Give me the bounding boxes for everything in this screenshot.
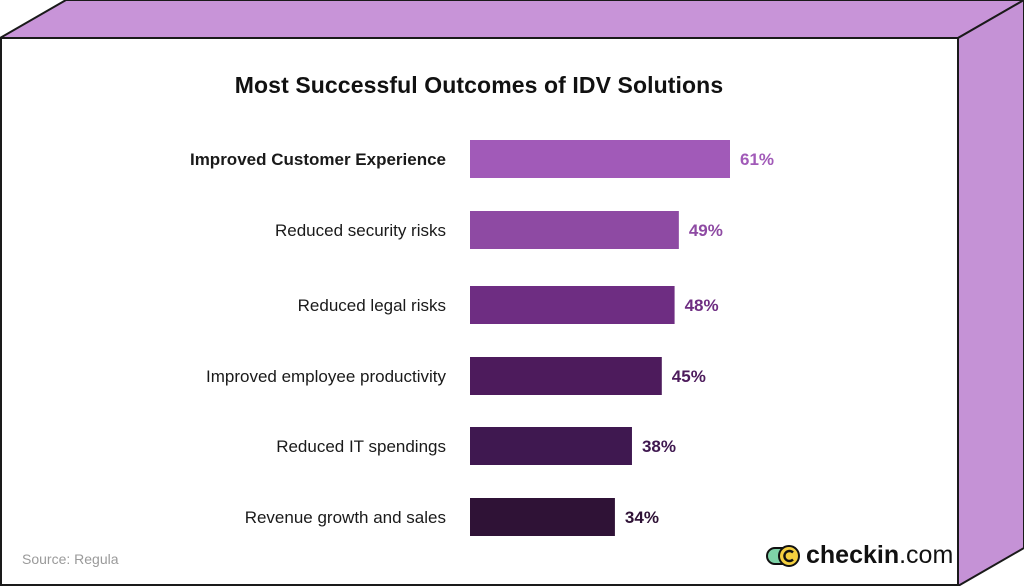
bar xyxy=(470,427,632,465)
bar xyxy=(470,498,615,536)
value-label: 48% xyxy=(685,296,719,315)
category-label: Reduced security risks xyxy=(275,221,446,240)
brand: checkin.com xyxy=(766,541,953,570)
category-label: Reduced legal risks xyxy=(298,296,446,315)
source-note: Source: Regula xyxy=(22,551,119,567)
chart-title: Most Successful Outcomes of IDV Solution… xyxy=(234,72,724,98)
category-label: Reduced IT spendings xyxy=(276,437,446,456)
bar xyxy=(470,140,730,178)
value-label: 61% xyxy=(740,150,774,169)
bar xyxy=(470,211,679,249)
brand-name-bold: checkin xyxy=(806,541,900,569)
checkin-logo-icon xyxy=(766,544,800,567)
brand-name: checkin.com xyxy=(806,541,953,570)
brand-name-domain: .com xyxy=(899,541,954,569)
bar xyxy=(470,286,675,324)
category-label: Improved Customer Experience xyxy=(190,150,446,169)
value-label: 38% xyxy=(642,437,676,456)
value-label: 45% xyxy=(672,367,706,386)
value-label: 34% xyxy=(625,508,659,527)
category-label: Improved employee productivity xyxy=(206,367,447,386)
category-label: Revenue growth and sales xyxy=(245,508,446,527)
bar xyxy=(470,357,662,395)
value-label: 49% xyxy=(689,221,723,240)
